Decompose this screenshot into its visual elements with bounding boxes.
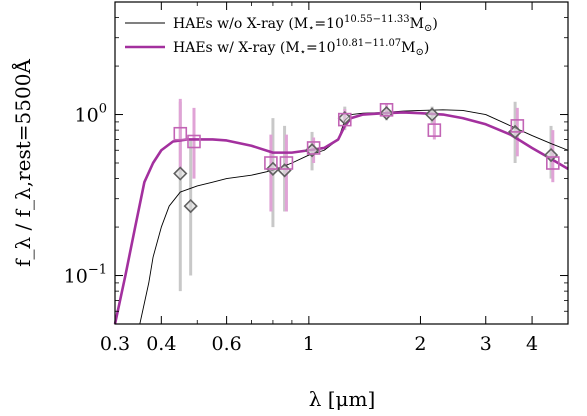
markers-layer bbox=[173, 103, 560, 214]
legend: HAEs w/o X-ray (M⋆=1010.55−11.33M⊙) HAEs… bbox=[125, 14, 438, 58]
y-axis-title: f_λ / f_λ,rest=5500Å bbox=[10, 59, 35, 267]
marker-diamond-1 bbox=[183, 198, 198, 214]
sed-line-series-0 bbox=[115, 109, 569, 325]
marker-square-8 bbox=[510, 119, 525, 133]
marker-square-9 bbox=[546, 156, 560, 170]
ticks-layer: 0.3 0.4 0.6 1 2 3 4 10−1 100 bbox=[64, 2, 568, 355]
x-tick-label-3: 1 bbox=[303, 333, 315, 355]
marker-diamond-6 bbox=[379, 106, 394, 121]
legend-label-xray: HAEs w/ X-ray (M⋆=1010.81−11.07M⊙) bbox=[173, 38, 429, 58]
marker-square-4 bbox=[306, 141, 321, 155]
marker-square-3 bbox=[279, 156, 294, 170]
x-tick-label-2: 0.6 bbox=[211, 333, 241, 355]
y-tick-label-0: 10−1 bbox=[64, 263, 107, 288]
sed-line-series-1 bbox=[113, 111, 569, 325]
x-tick-label-5: 3 bbox=[480, 333, 492, 355]
marker-diamond-9 bbox=[543, 147, 559, 163]
x-tick-label-1: 0.4 bbox=[146, 333, 176, 355]
marker-square-2 bbox=[264, 156, 278, 170]
marker-square-5 bbox=[337, 112, 352, 127]
marker-diamond-5 bbox=[337, 110, 352, 126]
marker-square-1 bbox=[187, 134, 201, 149]
legend-label-no-xray: HAEs w/o X-ray (M⋆=1010.55−11.33M⊙) bbox=[173, 14, 438, 34]
marker-square-7 bbox=[427, 123, 442, 137]
x-tick-label-4: 2 bbox=[414, 333, 426, 355]
marker-diamond-7 bbox=[424, 107, 440, 122]
x-tick-label-6: 4 bbox=[526, 333, 538, 355]
marker-square-0 bbox=[173, 126, 188, 141]
x-axis-title: λ [μm] bbox=[309, 387, 376, 411]
y-tick-label-1: 100 bbox=[75, 102, 107, 127]
marker-square-6 bbox=[379, 103, 394, 117]
marker-diamond-0 bbox=[173, 166, 188, 181]
sed-lines-layer bbox=[113, 109, 569, 325]
x-tick-label-0: 0.3 bbox=[100, 333, 130, 355]
